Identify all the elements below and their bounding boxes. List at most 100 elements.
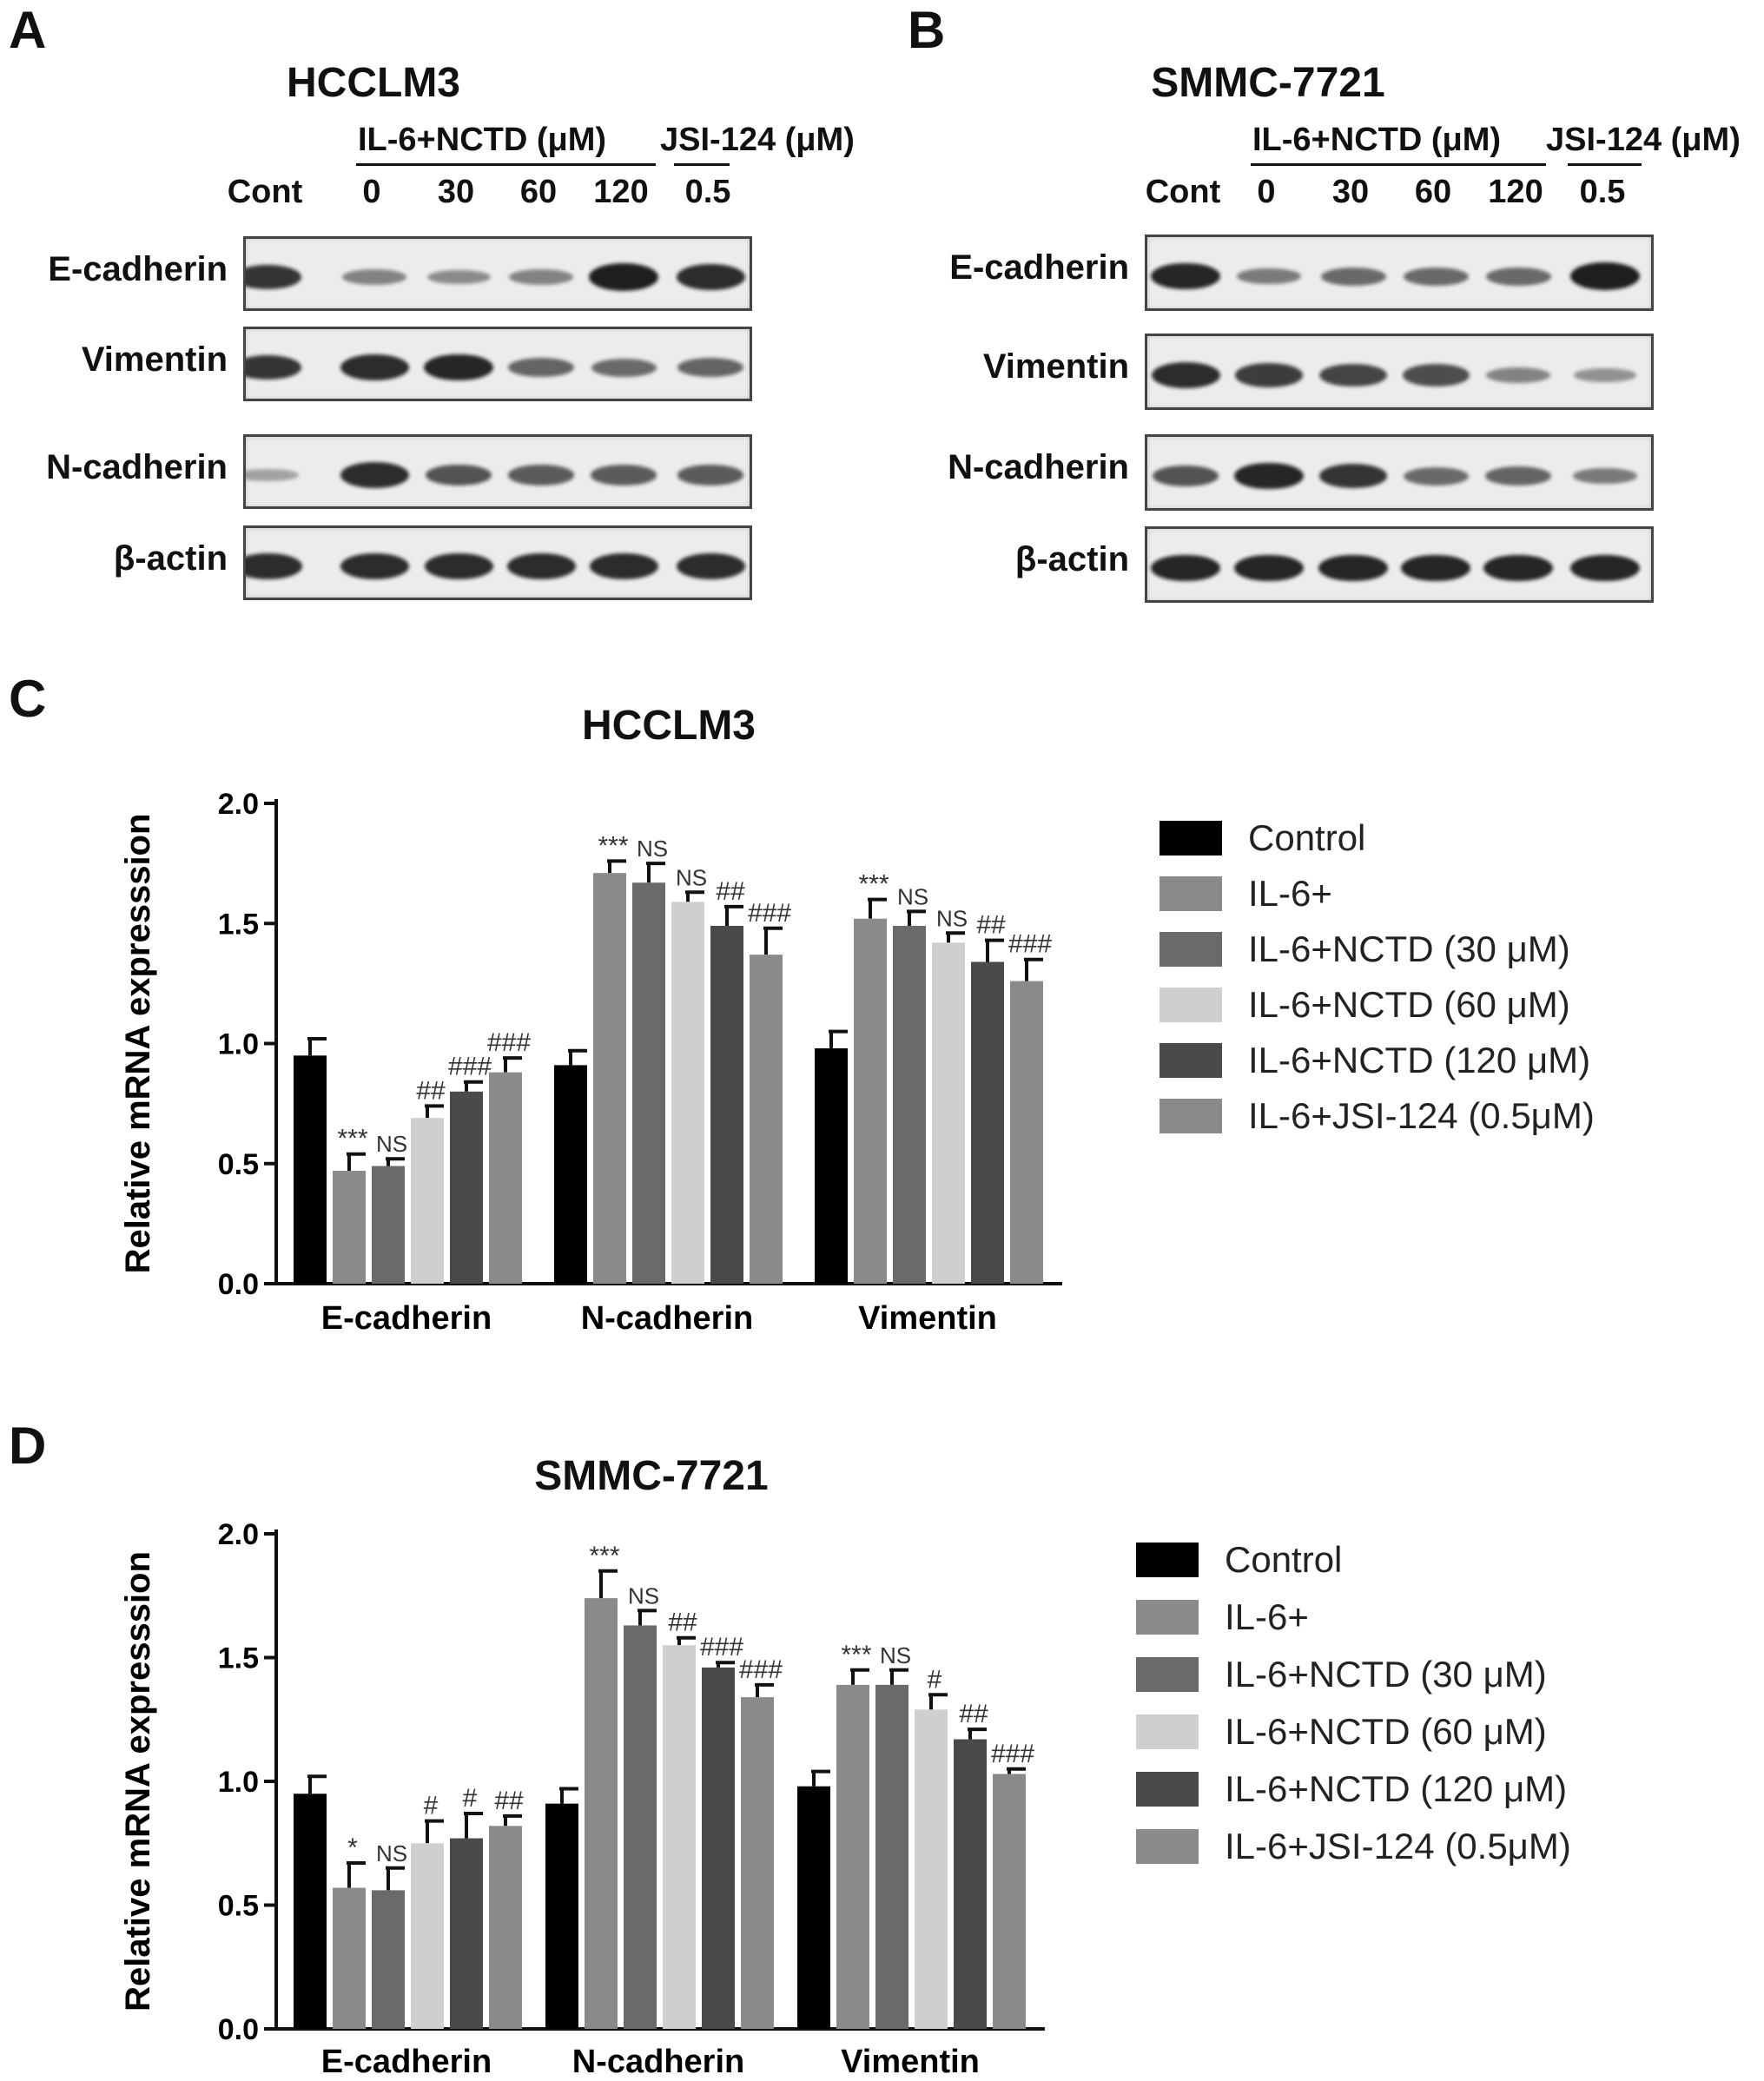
bar xyxy=(585,1598,618,2029)
bar xyxy=(854,918,887,1284)
legend-swatch xyxy=(1159,1043,1222,1078)
x-category-label: Vimentin xyxy=(841,2044,980,2080)
protein-band xyxy=(1573,368,1637,382)
legend-label: Control xyxy=(1248,817,1365,858)
protein-band xyxy=(340,553,409,579)
bar xyxy=(372,1166,405,1284)
protein-band xyxy=(1573,467,1637,485)
group-label-nctd: IL-6+NCTD (μM) xyxy=(358,122,607,158)
x-category-label: Vimentin xyxy=(858,1300,997,1337)
protein-band xyxy=(677,465,743,486)
bar xyxy=(294,1794,327,2029)
x-category-label: E-cadherin xyxy=(321,2044,492,2080)
bar xyxy=(750,955,783,1284)
significance-label: *** xyxy=(589,1542,619,1570)
bar xyxy=(797,1786,830,2029)
significance-label: ## xyxy=(494,1787,524,1815)
bar xyxy=(545,1803,578,2029)
legend-swatch xyxy=(1136,1829,1199,1864)
bar xyxy=(915,1709,948,2029)
protein-band xyxy=(1152,465,1219,487)
legend-swatch xyxy=(1136,1714,1199,1749)
bar xyxy=(593,873,626,1284)
protein-band xyxy=(340,354,409,380)
legend-label: IL-6+ xyxy=(1225,1596,1309,1637)
significance-label: ## xyxy=(959,1700,988,1728)
legend-swatch xyxy=(1159,876,1222,911)
significance-label: ### xyxy=(991,1740,1034,1768)
protein-band xyxy=(591,465,657,486)
group-label-jsi: JSI-124 (μM) xyxy=(1546,122,1741,158)
protein-band xyxy=(1151,262,1220,290)
group-underline-nctd xyxy=(356,163,656,166)
bar xyxy=(954,1739,987,2029)
protein-band xyxy=(1570,262,1640,290)
significance-label: NS xyxy=(376,1840,407,1866)
bar xyxy=(971,961,1004,1284)
legend-label: IL-6+NCTD (120 μM) xyxy=(1248,1040,1590,1080)
legend-swatch xyxy=(1136,1657,1199,1692)
protein-band xyxy=(1401,554,1470,582)
protein-band xyxy=(1319,363,1387,387)
protein-band xyxy=(1483,554,1553,582)
lane-label: 0 xyxy=(362,174,381,210)
bar xyxy=(411,1843,444,2029)
bar xyxy=(875,1684,908,2029)
bar xyxy=(815,1048,848,1284)
blot-strip xyxy=(1145,235,1654,311)
legend-swatch xyxy=(1159,821,1222,856)
protein-band xyxy=(1318,463,1388,489)
protein-band xyxy=(676,553,745,579)
bar xyxy=(932,942,965,1284)
protein-band xyxy=(426,269,491,285)
blot-title: HCCLM3 xyxy=(287,60,460,106)
significance-label: NS xyxy=(376,1131,407,1157)
blot-strip xyxy=(1145,526,1654,603)
bar xyxy=(702,1667,735,2029)
lane-label: 30 xyxy=(1331,174,1370,210)
protein-band xyxy=(508,357,574,378)
protein-band xyxy=(1151,554,1220,582)
protein-band xyxy=(589,553,658,579)
significance-label: *** xyxy=(598,831,628,860)
protein-band xyxy=(425,464,492,486)
protein-label: Vimentin xyxy=(982,347,1129,386)
bar xyxy=(993,1774,1026,2029)
legend-label: IL-6+JSI-124 (0.5μM) xyxy=(1225,1826,1571,1866)
protein-band xyxy=(1234,554,1304,582)
lane-label: 60 xyxy=(1414,174,1452,210)
significance-label: NS xyxy=(637,836,668,862)
blot-strip xyxy=(243,434,752,509)
x-category-label: E-cadherin xyxy=(321,1300,492,1337)
protein-band xyxy=(1402,364,1470,386)
protein-band xyxy=(246,264,302,290)
significance-label: NS xyxy=(897,883,928,909)
group-underline-jsi xyxy=(674,163,730,166)
significance-label: *** xyxy=(337,1125,367,1153)
significance-label: # xyxy=(424,1792,439,1820)
legend-label: Control xyxy=(1225,1539,1342,1580)
protein-band xyxy=(1485,466,1551,486)
bar-chart-hcclm3: 0.0 0.5 1.0 1.5 2.0 Relative mRNA expresssion… xyxy=(119,788,1595,1337)
significance-label: ## xyxy=(976,911,1006,940)
bar xyxy=(450,1091,483,1284)
significance-label: NS xyxy=(628,1582,659,1609)
blot-strip xyxy=(1145,434,1654,511)
protein-band xyxy=(1570,554,1640,582)
protein-band xyxy=(1235,363,1303,387)
significance-label: * xyxy=(347,1833,358,1862)
protein-band xyxy=(246,354,302,380)
significance-label: ### xyxy=(448,1053,492,1081)
bar xyxy=(710,926,743,1284)
blot-title: SMMC-7721 xyxy=(1151,60,1385,106)
legend-label: IL-6+NCTD (120 μM) xyxy=(1225,1768,1567,1809)
bar xyxy=(554,1065,587,1284)
protein-label: E-cadherin xyxy=(48,250,228,288)
significance-label: ### xyxy=(700,1633,743,1661)
significance-label: ### xyxy=(748,899,791,928)
legend-label: IL-6+NCTD (60 μM) xyxy=(1248,984,1570,1025)
protein-band xyxy=(591,358,657,377)
protein-band xyxy=(1403,267,1469,286)
protein-label: β-actin xyxy=(1014,540,1129,578)
bar xyxy=(333,1887,366,2029)
